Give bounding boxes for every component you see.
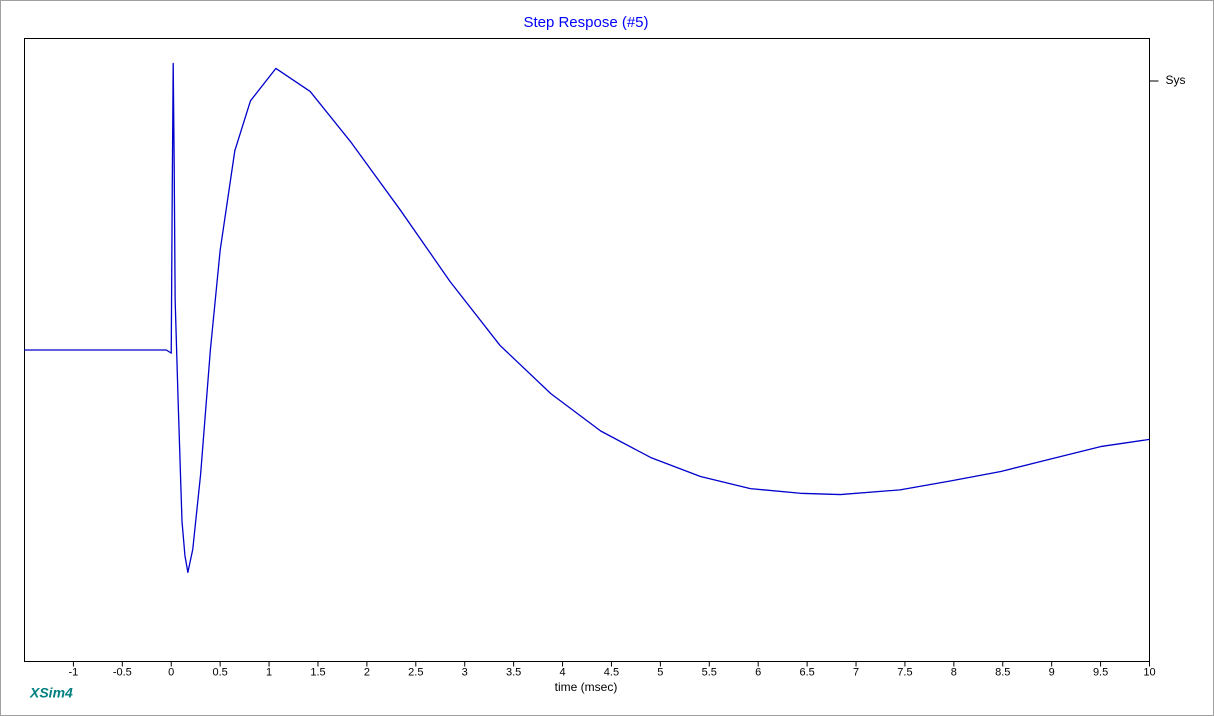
x-tick-label: 2 [364, 666, 370, 678]
x-tick-label: 9 [1049, 666, 1055, 678]
x-tick-label: 10 [1143, 666, 1155, 678]
x-tick-label: 8 [951, 666, 957, 678]
x-tick-label: 1.5 [310, 666, 325, 678]
x-axis-label: time (msec) [555, 680, 618, 694]
x-tick-label: 9.5 [1093, 666, 1108, 678]
x-tick-label: -1 [69, 666, 79, 678]
x-tick-label: 7.5 [897, 666, 912, 678]
series-line [24, 62, 1150, 574]
x-tick-label: 0 [168, 666, 174, 678]
x-tick-label: 5 [657, 666, 663, 678]
x-tick-label: 6 [755, 666, 761, 678]
x-tick-label: 2.5 [408, 666, 423, 678]
x-tick-label: 6.5 [799, 666, 814, 678]
x-tick-label: 3.5 [506, 666, 521, 678]
x-tick-label: 0.5 [213, 666, 228, 678]
legend-label: Sys [1166, 73, 1186, 87]
x-tick-label: 3 [462, 666, 468, 678]
x-tick-label: 1 [266, 666, 272, 678]
x-tick-label: 5.5 [702, 666, 717, 678]
x-tick-label: 4.5 [604, 666, 619, 678]
x-tick-label: 7 [853, 666, 859, 678]
x-tick-label: -0.5 [113, 666, 132, 678]
brand-label: XSim4 [29, 685, 73, 701]
chart-title: Step Respose (#5) [523, 14, 648, 31]
x-tick-label: 4 [559, 666, 565, 678]
x-tick-label: 8.5 [995, 666, 1010, 678]
